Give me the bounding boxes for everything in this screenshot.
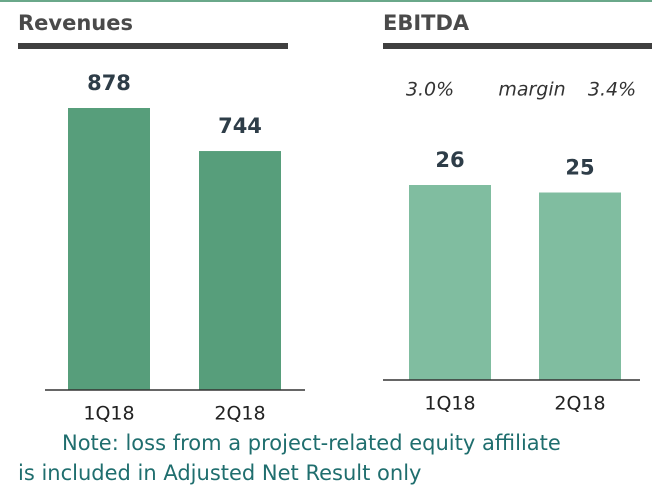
annotation: margin — [498, 79, 565, 101]
value-label: 878 — [87, 71, 131, 95]
value-label: 26 — [435, 148, 464, 172]
bar — [409, 185, 491, 380]
x-tick-label: 2Q18 — [554, 393, 605, 415]
annotation: 3.0% — [406, 79, 454, 101]
top-rule — [0, 0, 652, 2]
title-rule — [18, 43, 288, 49]
note-line: is included in Adjusted Net Result only — [18, 461, 421, 485]
x-tick-label: 1Q18 — [424, 393, 475, 415]
annotation: 3.4% — [588, 79, 636, 101]
bar — [539, 192, 621, 380]
title-rule — [383, 43, 652, 49]
bar — [199, 151, 281, 390]
value-label: 25 — [565, 156, 594, 180]
chart-title: EBITDA — [383, 11, 470, 35]
bar — [68, 108, 150, 390]
chart-title: Revenues — [18, 11, 133, 35]
x-tick-label: 2Q18 — [214, 403, 265, 425]
note-line: Note: loss from a project-related equity… — [62, 431, 561, 455]
x-tick-label: 1Q18 — [83, 403, 134, 425]
value-label: 744 — [218, 114, 262, 138]
